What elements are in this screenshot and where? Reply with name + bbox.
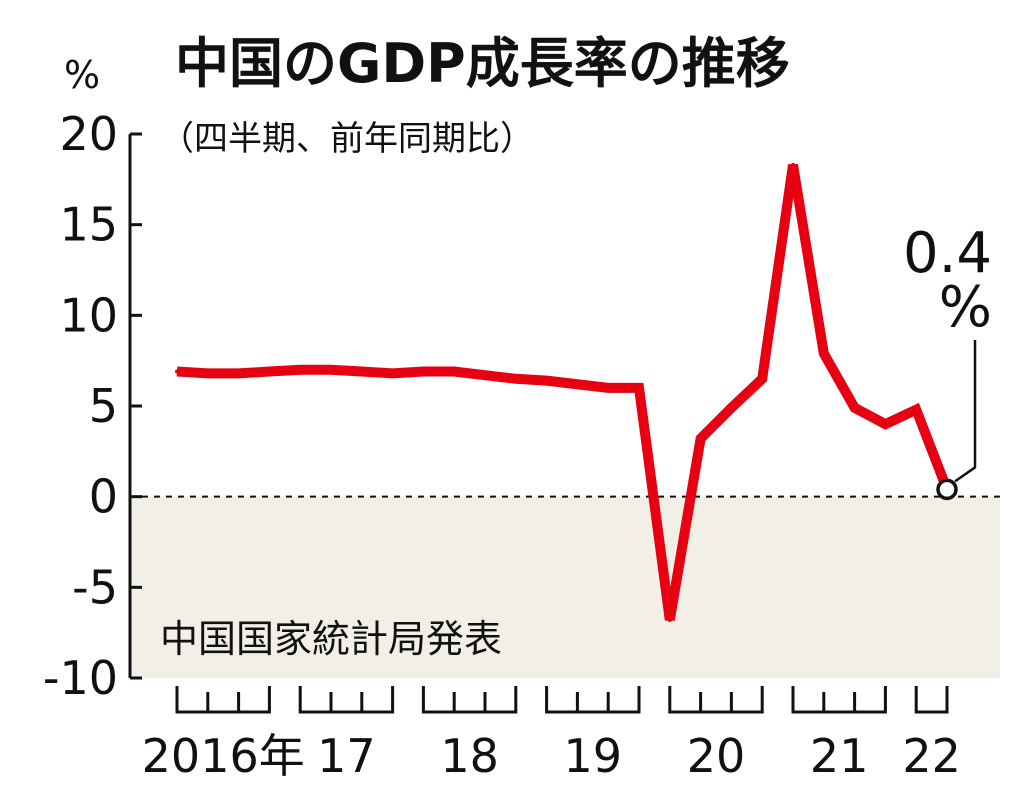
data-point bbox=[729, 405, 734, 410]
x-year-label: 18 bbox=[440, 729, 499, 783]
latest-point-marker bbox=[936, 478, 958, 501]
data-point bbox=[575, 382, 580, 387]
data-point bbox=[883, 422, 888, 427]
year-bracket bbox=[175, 686, 271, 714]
x-year-label: 17 bbox=[317, 729, 376, 783]
year-bracket bbox=[914, 686, 949, 714]
y-tick-label: -5 bbox=[72, 560, 118, 614]
data-point bbox=[175, 369, 179, 374]
data-point bbox=[236, 371, 241, 376]
year-bracket bbox=[791, 686, 887, 714]
data-point bbox=[483, 373, 487, 378]
y-tick-label: -10 bbox=[43, 651, 118, 705]
chart-subtitle: （四半期、前年同期比） bbox=[160, 119, 534, 159]
data-point bbox=[791, 162, 795, 167]
y-tick-label: 0 bbox=[89, 470, 118, 524]
x-year-label: 22 bbox=[902, 729, 961, 783]
data-point bbox=[760, 376, 765, 381]
x-year-label: 19 bbox=[564, 729, 623, 783]
data-point bbox=[298, 367, 303, 372]
y-unit-label: % bbox=[64, 53, 100, 97]
chart-title: 中国のGDP成長率の推移 bbox=[175, 32, 790, 95]
annotation-unit: % bbox=[939, 275, 992, 340]
data-points bbox=[175, 162, 949, 622]
y-axis-ticks: 20 15 10 5 0 -5 -10 bbox=[43, 107, 142, 705]
data-point bbox=[421, 369, 426, 374]
data-point bbox=[852, 405, 857, 410]
y-tick-label: 5 bbox=[89, 379, 118, 433]
y-tick-label: 10 bbox=[59, 288, 118, 342]
latest-value-annotation: 0.4 % bbox=[903, 221, 992, 501]
data-point bbox=[513, 376, 518, 381]
data-point bbox=[667, 617, 672, 622]
x-year-label: 21 bbox=[810, 729, 869, 783]
data-point bbox=[821, 351, 826, 356]
y-tick-label: 15 bbox=[59, 198, 118, 252]
data-point bbox=[914, 407, 919, 412]
data-point bbox=[637, 385, 641, 390]
data-point bbox=[329, 367, 333, 372]
data-point bbox=[544, 378, 549, 383]
data-point bbox=[452, 369, 457, 374]
year-bracket bbox=[545, 686, 641, 714]
data-point bbox=[606, 385, 611, 390]
gdp-growth-line bbox=[176, 164, 952, 621]
data-point bbox=[698, 436, 703, 441]
data-point bbox=[267, 369, 272, 374]
year-bracket bbox=[421, 686, 518, 714]
annotation-value: 0.4 bbox=[903, 221, 992, 286]
x-year-label: 2016年 bbox=[142, 729, 305, 783]
x-axis-quarter-brackets bbox=[175, 686, 949, 714]
x-axis-year-labels: 2016年 17 18 19 20 21 22 bbox=[142, 729, 961, 783]
source-note: 中国国家統計局発表 bbox=[160, 617, 502, 661]
data-point bbox=[359, 369, 364, 374]
year-bracket bbox=[668, 686, 764, 714]
y-tick-label: 20 bbox=[59, 107, 118, 161]
annotation-leader-line bbox=[954, 340, 977, 483]
data-point bbox=[390, 371, 395, 376]
year-bracket bbox=[298, 686, 395, 714]
data-point bbox=[205, 371, 210, 376]
x-year-label: 20 bbox=[687, 729, 746, 783]
negative-region-background bbox=[130, 496, 1000, 678]
